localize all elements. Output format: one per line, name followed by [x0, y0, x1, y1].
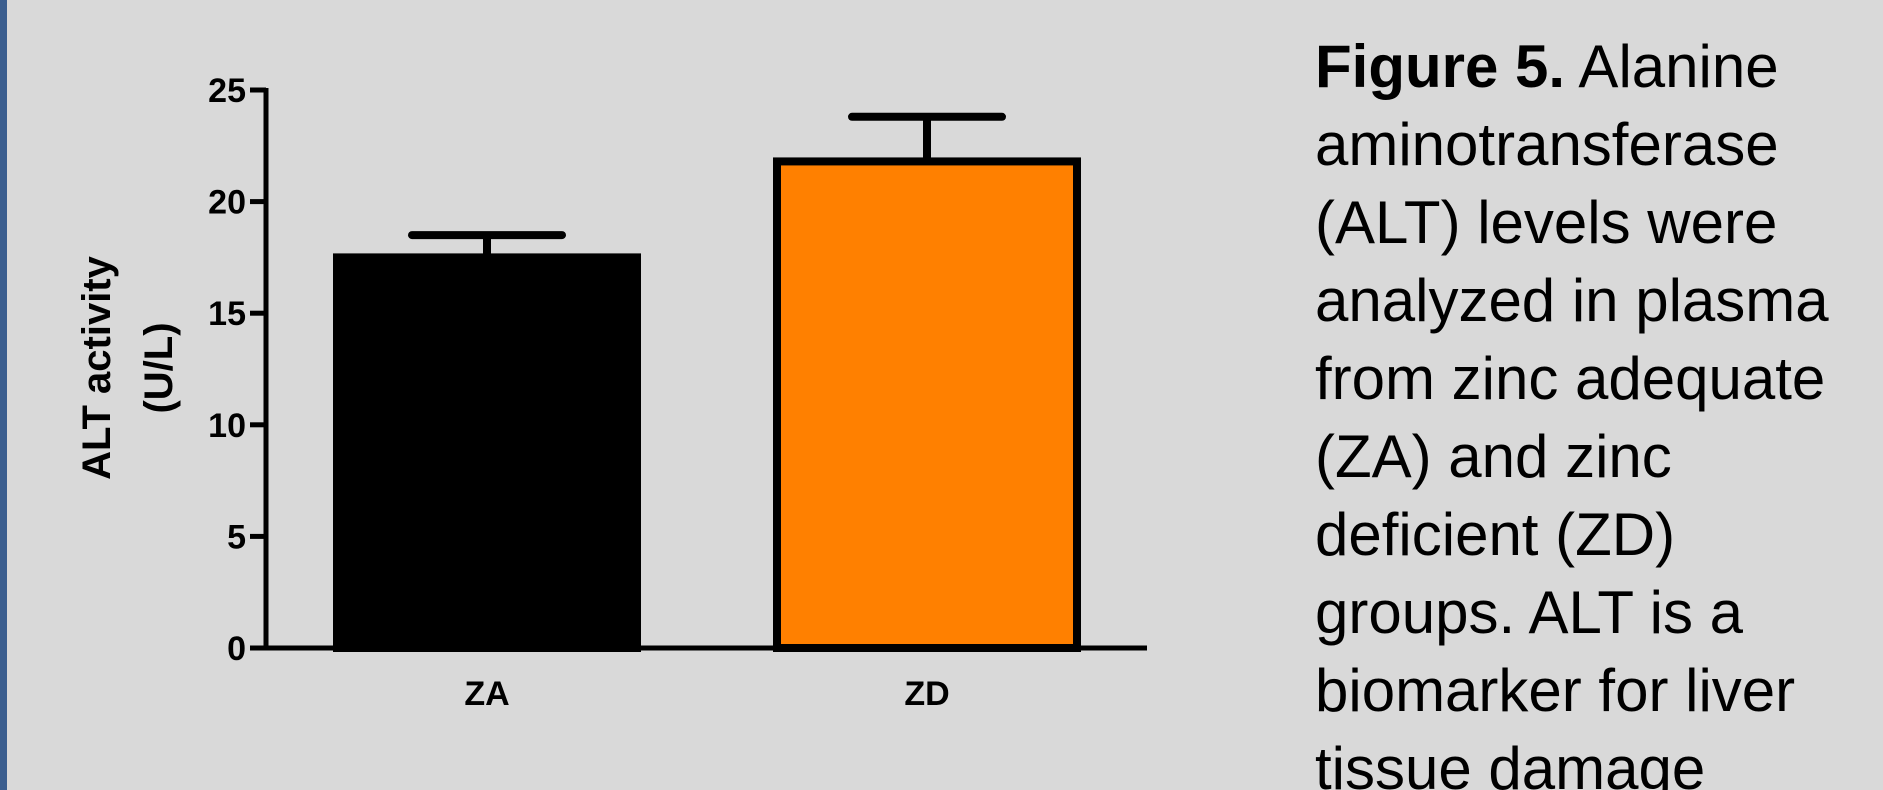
y-axis-title-line2: (U/L) — [137, 322, 181, 413]
error-bars — [408, 112, 1006, 258]
x-tick-labels: ZA ZD — [464, 675, 949, 713]
y-ticks: 0 5 10 15 20 25 — [208, 72, 266, 668]
y-tick-label-5: 5 — [227, 518, 246, 556]
y-tick-label-0: 0 — [227, 630, 246, 668]
axes — [250, 88, 1147, 651]
alt-bar-chart: ALT activity (U/L) 0 5 10 15 20 25 ZA ZD — [75, 72, 1147, 713]
y-axis-title-line1: ALT activity — [75, 255, 119, 480]
bar-zd — [773, 157, 1081, 652]
figure-caption: Figure 5. Alanine aminotransferase (ALT)… — [1315, 28, 1883, 790]
y-tick-label-20: 20 — [208, 184, 246, 222]
caption-text: Alanine aminotransferase (ALT) levels we… — [1315, 33, 1829, 790]
y-tick-label-10: 10 — [208, 407, 246, 445]
caption-figure-label: Figure 5. — [1315, 33, 1566, 100]
y-tick-label-25: 25 — [208, 72, 246, 110]
bars — [333, 157, 1081, 652]
y-tick-label-15: 15 — [208, 295, 246, 333]
x-tick-label-za: ZA — [464, 675, 509, 713]
y-axis-title: ALT activity (U/L) — [75, 255, 181, 480]
x-tick-label-zd: ZD — [904, 675, 949, 713]
bar-za — [333, 253, 641, 652]
